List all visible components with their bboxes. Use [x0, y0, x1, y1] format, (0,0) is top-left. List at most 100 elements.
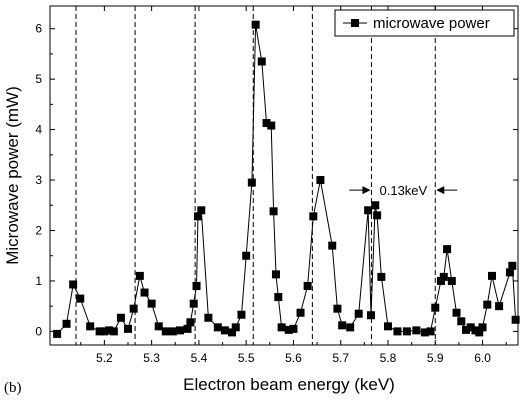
data-point	[168, 327, 177, 336]
annotation-0-13kev: 0.13keV	[349, 183, 458, 198]
y-tick-label: 6	[35, 22, 42, 36]
data-point	[284, 325, 293, 334]
data-point	[140, 288, 149, 297]
y-tick-label: 1	[35, 274, 42, 288]
legend-label: microwave power	[373, 15, 490, 32]
data-point	[508, 261, 517, 270]
data-point	[76, 294, 85, 303]
y-axis-title: Microwave power (mW)	[3, 86, 22, 265]
data-point	[186, 318, 195, 327]
data-point	[228, 328, 236, 337]
data-point	[436, 276, 445, 285]
series-line	[56, 24, 517, 335]
data-point	[193, 212, 202, 221]
annotation-arrow-right-head	[436, 186, 445, 195]
data-point	[466, 323, 475, 332]
panel-label: (b)	[4, 380, 22, 396]
data-point	[62, 319, 71, 328]
x-tick-label: 5.4	[191, 351, 208, 365]
y-tick-label: 4	[35, 123, 42, 137]
data-point	[402, 327, 411, 336]
data-point	[511, 315, 520, 324]
data-point	[462, 325, 470, 334]
data-point	[231, 323, 240, 332]
data-point	[328, 241, 337, 250]
data-point	[457, 317, 466, 326]
data-point	[269, 207, 278, 216]
data-point	[447, 276, 456, 285]
x-axis: 5.2 5.3 5.4 5.5 5.6 5.7 5.8 5.9 6.0	[80, 6, 507, 365]
data-point	[452, 308, 461, 317]
data-point	[161, 327, 170, 336]
data-point	[475, 328, 484, 337]
data-point	[257, 57, 266, 66]
data-point	[53, 329, 62, 338]
data-point	[109, 327, 118, 336]
data-point	[69, 280, 78, 289]
data-point	[105, 326, 114, 335]
data-point	[237, 310, 246, 319]
data-point	[333, 304, 342, 313]
data-point	[197, 206, 206, 215]
data-point	[483, 300, 492, 309]
data-point	[86, 322, 95, 331]
data-point	[277, 323, 286, 332]
x-tick-label: 6.0	[474, 351, 491, 365]
data-point	[364, 206, 373, 215]
data-point	[373, 211, 382, 220]
data-point	[431, 303, 440, 312]
data-point	[393, 327, 402, 336]
annotation-arrow-left-head	[362, 186, 371, 195]
data-point	[338, 321, 347, 330]
data-point	[100, 327, 109, 336]
data-point	[154, 322, 163, 331]
series-microwave-power	[53, 20, 520, 338]
data-point	[251, 20, 260, 29]
data-point	[384, 322, 392, 331]
data-point	[426, 327, 435, 336]
data-point	[189, 299, 198, 308]
data-point	[377, 272, 386, 281]
data-point	[192, 281, 201, 290]
y-tick-label: 5	[35, 72, 42, 86]
data-point	[204, 313, 213, 322]
data-point	[505, 268, 514, 277]
data-point	[271, 270, 280, 279]
x-tick-label: 5.8	[380, 351, 397, 365]
data-point	[420, 328, 429, 337]
plot-frame	[49, 5, 519, 346]
data-point	[129, 304, 138, 313]
data-point	[242, 251, 251, 260]
annotation-label: 0.13keV	[380, 183, 428, 198]
data-point	[303, 281, 312, 290]
data-point	[183, 324, 192, 333]
x-tick-label: 5.6	[285, 351, 302, 365]
data-point	[495, 302, 504, 311]
data-point	[316, 176, 325, 185]
data-point	[267, 121, 276, 130]
data-point	[274, 293, 283, 302]
data-point	[412, 326, 421, 335]
data-point	[371, 201, 380, 210]
data-point	[124, 324, 132, 333]
data-point	[213, 323, 222, 332]
x-tick-label: 5.2	[96, 351, 113, 365]
x-tick-label: 5.5	[238, 351, 255, 365]
dashed-guide-lines	[75, 6, 436, 345]
data-point	[439, 272, 448, 281]
data-point	[488, 271, 496, 280]
data-point	[135, 271, 144, 280]
y-tick-label: 0	[35, 324, 42, 338]
data-point	[247, 178, 256, 187]
data-point	[220, 326, 229, 335]
y-axis: 0 1 2 3 4 5 6	[35, 22, 518, 338]
data-point	[147, 299, 156, 308]
data-point	[366, 311, 375, 320]
data-point	[289, 324, 298, 333]
data-point	[95, 327, 104, 336]
data-point	[346, 323, 355, 332]
y-tick-label: 2	[35, 223, 42, 237]
data-point	[116, 313, 125, 322]
data-point	[296, 308, 305, 317]
